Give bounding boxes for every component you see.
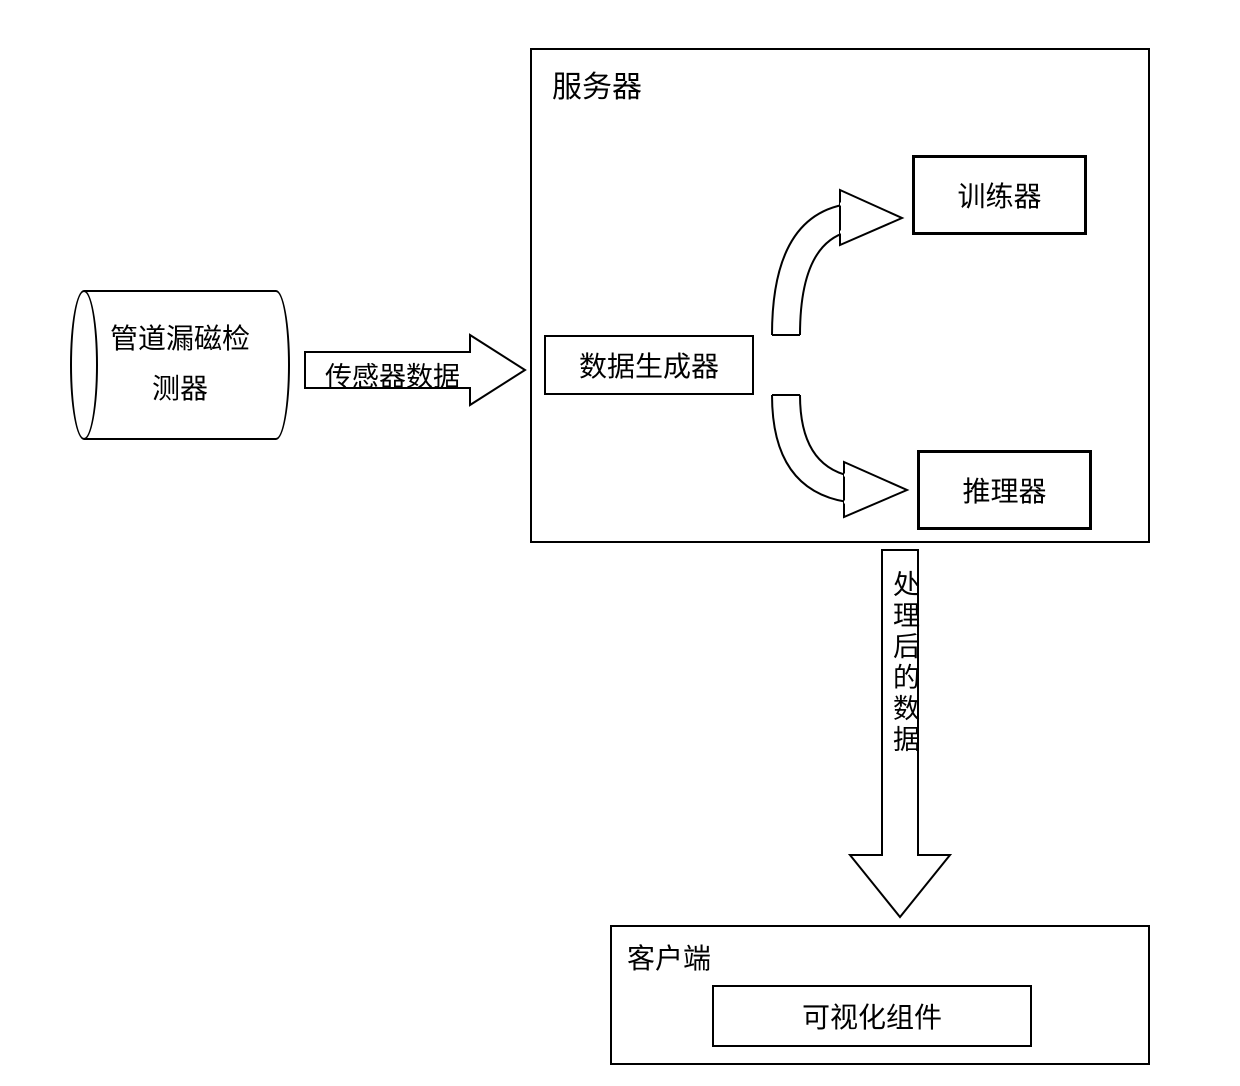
viz-component-box: 可视化组件 [712,985,1032,1047]
server-box: 服务器 数据生成器 训练器 推理器 [530,48,1150,543]
server-label: 服务器 [552,62,642,106]
arrow-to-trainer [752,150,932,350]
cylinder-left-cap [70,290,98,440]
arrow-to-inferrer [752,390,932,520]
detector-label: 管道漏磁检 测器 [84,290,276,440]
flowchart-diagram: 管道漏磁检 测器 传感器数据 服务器 数据生成器 训练器 推理器 [0,0,1240,1086]
detector-cylinder: 管道漏磁检 测器 [70,290,290,440]
inferrer-box: 推理器 [917,450,1092,530]
data-generator-box: 数据生成器 [544,335,754,395]
client-box: 客户端 可视化组件 [610,925,1150,1065]
processed-data-label: 处理后的数据 [885,570,924,756]
client-label: 客户端 [627,937,711,977]
detector-text: 管道漏磁检 测器 [110,315,250,416]
trainer-box: 训练器 [912,155,1087,235]
sensor-data-label: 传感器数据 [325,355,460,394]
